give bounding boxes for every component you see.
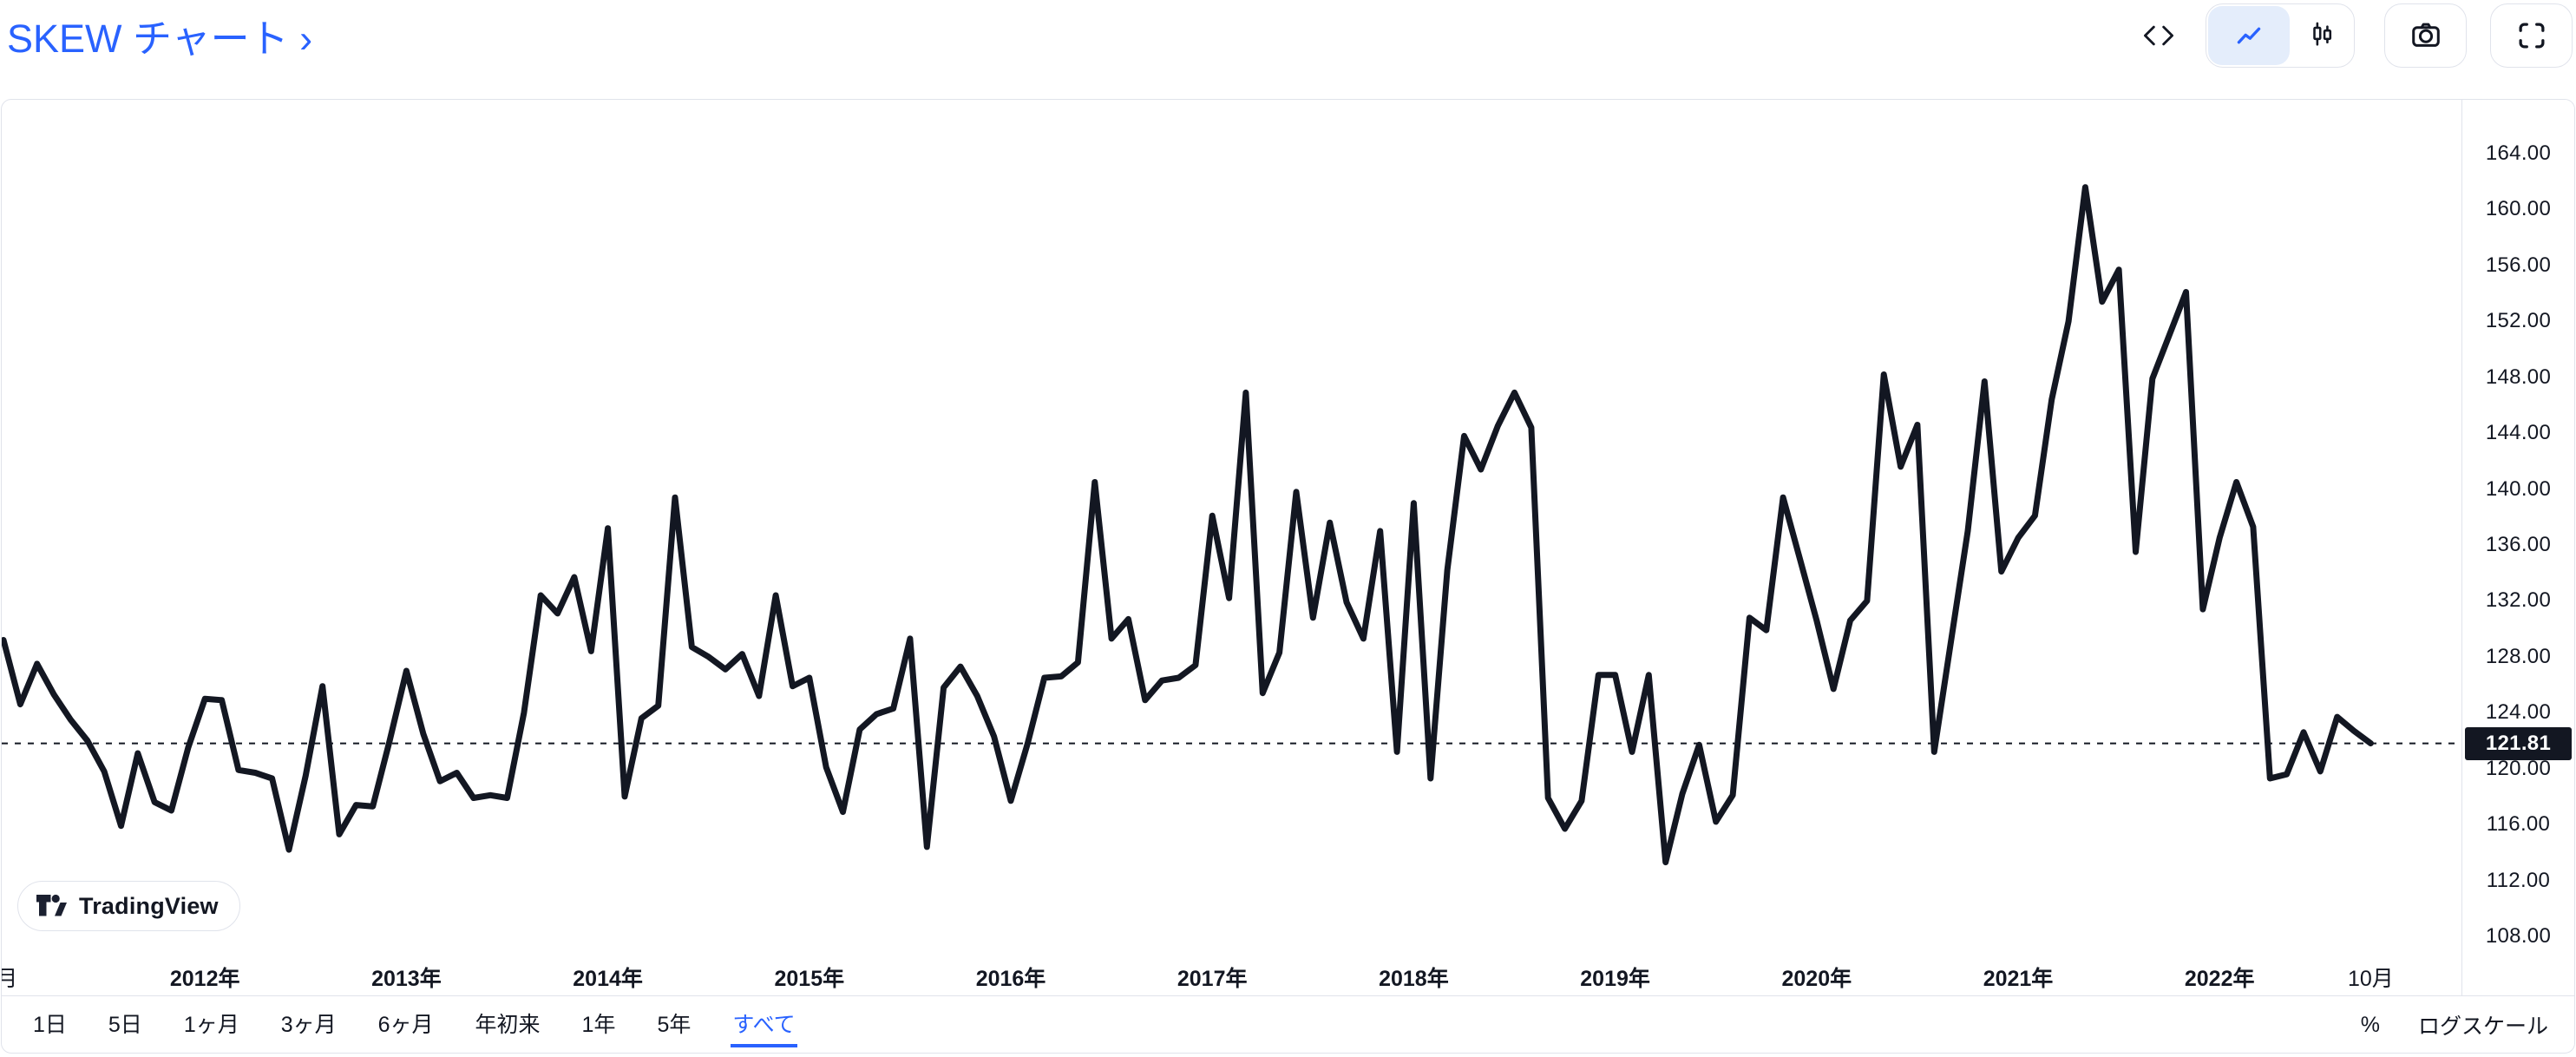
candles-style-button[interactable] — [2291, 4, 2352, 67]
time-tick-label: 月 — [2, 962, 17, 993]
price-tick-label: 156.00 — [2485, 253, 2552, 277]
time-tick-label: 2012年 — [169, 967, 240, 991]
range-button-5年[interactable]: 5年 — [657, 1013, 692, 1037]
range-button-すべて[interactable]: すべて — [731, 1002, 797, 1047]
price-tick-label: 152.00 — [2485, 309, 2552, 333]
time-tick-label: 2020年 — [1781, 967, 1852, 991]
time-tick-label: 2016年 — [975, 967, 1046, 991]
bottom-toolbar: 1日 5日 1ヶ月 3ヶ月 6ヶ月 年初来 1年 5年 すべて % ログスケール — [2, 996, 2574, 1053]
time-tick-label: 10月 — [2347, 967, 2394, 991]
candles-icon — [2306, 20, 2337, 51]
price-tick-label: 120.00 — [2485, 756, 2552, 780]
skew-line-chart — [2, 184, 2462, 866]
range-button-年初来[interactable]: 年初来 — [475, 1013, 541, 1037]
percent-scale-button[interactable]: % — [2360, 1012, 2380, 1037]
price-line-series — [2, 184, 2374, 866]
price-tick-label: 112.00 — [2486, 868, 2551, 892]
fullscreen-button[interactable] — [2490, 3, 2573, 68]
tradingview-logo-icon — [36, 893, 68, 920]
time-tick-label: 2013年 — [371, 967, 442, 991]
last-price-badge: 121.81 — [2465, 726, 2572, 760]
time-tick-label: 2018年 — [1379, 967, 1449, 991]
price-tick-label: 108.00 — [2485, 923, 2552, 948]
time-tick-label: 2022年 — [2184, 967, 2255, 991]
price-tick-label: 140.00 — [2485, 476, 2552, 501]
chart-widget: TradingView 121.81 164.00 160.00 156.00 152… — [1, 99, 2575, 1054]
fullscreen-icon — [2514, 18, 2549, 53]
time-tick-label: 2015年 — [774, 967, 845, 991]
price-tick-label: 164.00 — [2485, 141, 2552, 165]
range-button-3ヶ月[interactable]: 3ヶ月 — [280, 1013, 337, 1037]
price-tick-label: 132.00 — [2485, 588, 2552, 613]
tradingview-logo-label: TradingView — [79, 892, 219, 919]
log-scale-button[interactable]: ログスケール — [2417, 1014, 2548, 1039]
range-button-1日[interactable]: 1日 — [33, 1013, 67, 1037]
date-range-buttons: 1日 5日 1ヶ月 3ヶ月 6ヶ月 年初来 1年 5年 すべて — [31, 1002, 797, 1047]
tradingview-logo-link[interactable]: TradingView — [17, 881, 240, 931]
chart-plot-area[interactable]: TradingView — [2, 100, 2462, 959]
scale-buttons: % ログスケール — [2361, 1009, 2548, 1041]
widget-header: SKEW チャート › — [0, 0, 2576, 97]
code-icon — [2141, 21, 2176, 50]
line-style-button[interactable] — [2208, 6, 2290, 65]
price-tick-label: 116.00 — [2486, 812, 2551, 837]
embed-code-button[interactable] — [2127, 3, 2190, 68]
line-chart-icon — [2233, 20, 2265, 51]
price-scale[interactable]: 121.81 164.00 160.00 156.00 152.00 148.00 144… — [2461, 100, 2574, 995]
price-tick-label: 136.00 — [2485, 532, 2552, 556]
toolbar-divider — [2, 995, 2574, 996]
price-tick-label: 144.00 — [2485, 421, 2552, 445]
range-button-1ヶ月[interactable]: 1ヶ月 — [183, 1013, 239, 1037]
chart-style-toggle — [2206, 3, 2355, 68]
price-tick-label: 160.00 — [2485, 197, 2552, 221]
snapshot-button[interactable] — [2384, 3, 2467, 68]
time-tick-label: 2017年 — [1177, 967, 1248, 991]
price-tick-label: 128.00 — [2485, 644, 2552, 668]
time-tick-label: 2019年 — [1580, 967, 1650, 991]
range-button-1年[interactable]: 1年 — [581, 1013, 616, 1037]
time-tick-label: 2014年 — [573, 967, 643, 991]
time-scale[interactable]: 月 2012年 2013年 2014年 2015年 2016年 2017年 2018年 2019… — [2, 959, 2462, 995]
price-tick-label: 148.00 — [2485, 364, 2552, 389]
range-button-6ヶ月[interactable]: 6ヶ月 — [377, 1013, 434, 1037]
time-tick-label: 2021年 — [1983, 967, 2054, 991]
chart-title-link[interactable]: SKEW チャート › — [7, 16, 313, 61]
price-tick-label: 124.00 — [2485, 700, 2552, 725]
range-button-5日[interactable]: 5日 — [108, 1013, 142, 1037]
camera-icon — [2409, 18, 2443, 53]
